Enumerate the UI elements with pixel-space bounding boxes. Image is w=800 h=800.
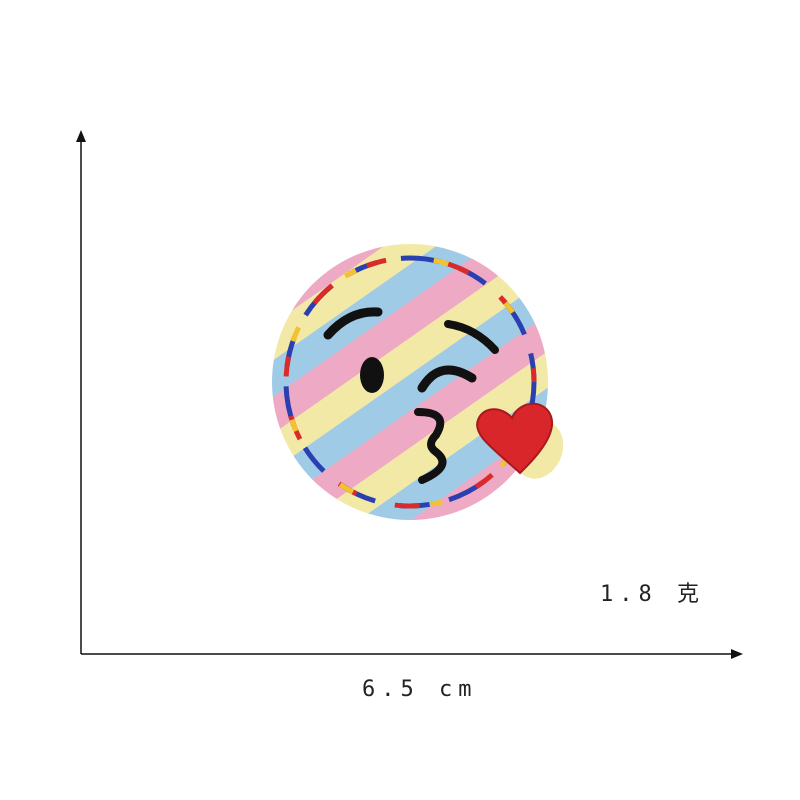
face-features (323, 307, 499, 484)
heart-icon (476, 403, 553, 475)
left-eyebrow (323, 307, 383, 340)
winking-eye (417, 365, 477, 393)
horizontal-axis-arrow-icon (731, 649, 743, 659)
rainbow-border (283, 255, 537, 509)
kiss-emoji-patch (272, 244, 564, 520)
vertical-axis-arrow-icon (76, 130, 86, 142)
weight-label: 1.8 克 (600, 582, 705, 607)
width-label: 6.5 cm (362, 677, 478, 702)
left-eye (360, 357, 384, 393)
kiss-mouth (414, 408, 447, 484)
patch-fabric (272, 244, 564, 520)
right-eyebrow (444, 320, 499, 354)
